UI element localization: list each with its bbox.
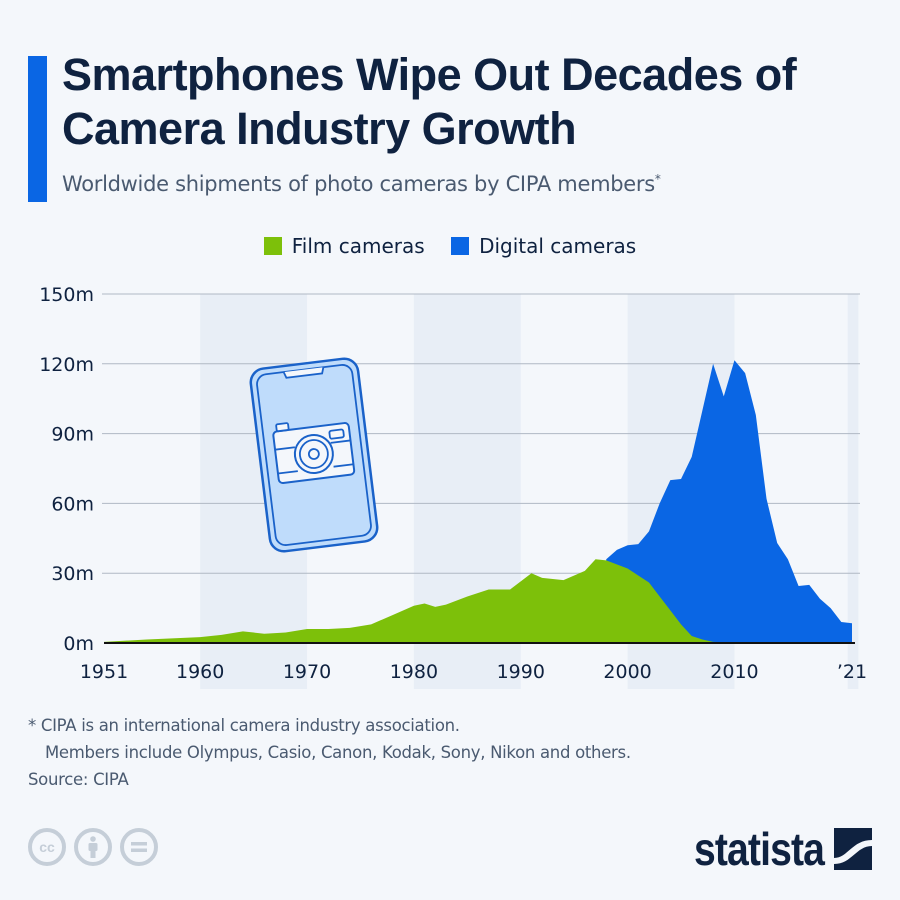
y-tick-label-0: 0m bbox=[63, 633, 94, 655]
brand-wordmark: statista bbox=[693, 823, 825, 875]
legend-swatch-digital bbox=[451, 237, 470, 255]
x-axis-labels: 1951 1960 1970 1980 1990 2000 2010 ’21 bbox=[80, 661, 867, 683]
x-tick-label-2021: ’21 bbox=[837, 661, 867, 683]
title-accent-bar bbox=[28, 56, 47, 202]
x-tick-label-1970: 1970 bbox=[283, 661, 331, 683]
decade-band-3 bbox=[847, 294, 859, 689]
x-tick-label-1960: 1960 bbox=[176, 661, 224, 683]
camera-shutter-button bbox=[275, 422, 290, 433]
legend-item-film: Film cameras bbox=[263, 234, 425, 258]
cc-icon-text: cc bbox=[39, 839, 55, 855]
camera-flash bbox=[328, 428, 345, 440]
license-icons: cc bbox=[28, 828, 158, 866]
footnote: * CIPA is an international camera indust… bbox=[28, 712, 631, 793]
attribution-icon[interactable] bbox=[74, 828, 112, 866]
legend-label-digital: Digital cameras bbox=[479, 234, 637, 258]
x-tick-label-1980: 1980 bbox=[390, 661, 438, 683]
y-tick-label-120: 120m bbox=[39, 354, 94, 376]
x-tick-label-1951: 1951 bbox=[80, 661, 128, 683]
footnote-line-2: Members include Olympus, Casio, Canon, K… bbox=[45, 743, 631, 762]
no-derivatives-icon[interactable] bbox=[120, 828, 158, 866]
equals-glyph bbox=[131, 842, 147, 852]
y-tick-label-150: 150m bbox=[39, 284, 94, 306]
chart-subtitle: Worldwide shipments of photo cameras by … bbox=[62, 172, 892, 196]
phone-notch bbox=[282, 367, 325, 379]
statista-logo[interactable]: statista bbox=[671, 822, 872, 876]
chart-title: Smartphones Wipe Out Decades of Camera I… bbox=[62, 49, 797, 154]
area-chart: 0m 30m 60m 90m 120m 150m 1951 1960 1970 1980 1990… bbox=[39, 284, 867, 689]
x-tick-label-2010: 2010 bbox=[710, 661, 758, 683]
y-tick-label-60: 60m bbox=[51, 493, 94, 515]
camera-lens-center bbox=[307, 448, 320, 460]
subtitle-footnote-marker: * bbox=[654, 172, 661, 186]
area-film-cameras bbox=[104, 559, 852, 643]
phone-inner-screen bbox=[256, 364, 372, 546]
legend: Film cameras Digital cameras bbox=[0, 234, 900, 260]
y-axis-labels: 0m 30m 60m 90m 120m 150m bbox=[39, 284, 94, 655]
y-tick-label-30: 30m bbox=[51, 563, 94, 585]
x-tick-label-2000: 2000 bbox=[603, 661, 651, 683]
smartphone-camera-icon bbox=[249, 357, 379, 553]
source-label: Source: CIPA bbox=[28, 770, 129, 789]
footnote-line-1: * CIPA is an international camera indust… bbox=[28, 716, 460, 735]
legend-swatch-film bbox=[263, 237, 282, 255]
x-tick-label-1990: 1990 bbox=[497, 661, 545, 683]
area-digital-cameras bbox=[606, 360, 852, 643]
cc-icon[interactable]: cc bbox=[28, 828, 66, 866]
y-tick-label-90: 90m bbox=[51, 424, 94, 446]
area-series bbox=[104, 360, 852, 643]
subtitle-text: Worldwide shipments of photo cameras by … bbox=[62, 172, 655, 196]
camera-lens-ring bbox=[298, 439, 329, 469]
person-glyph bbox=[88, 836, 98, 858]
legend-item-digital: Digital cameras bbox=[451, 234, 636, 258]
statista-mark-icon bbox=[834, 828, 872, 870]
legend-label-film: Film cameras bbox=[291, 234, 425, 258]
